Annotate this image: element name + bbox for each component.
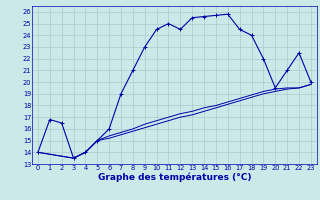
X-axis label: Graphe des températures (°C): Graphe des températures (°C) — [98, 173, 251, 182]
